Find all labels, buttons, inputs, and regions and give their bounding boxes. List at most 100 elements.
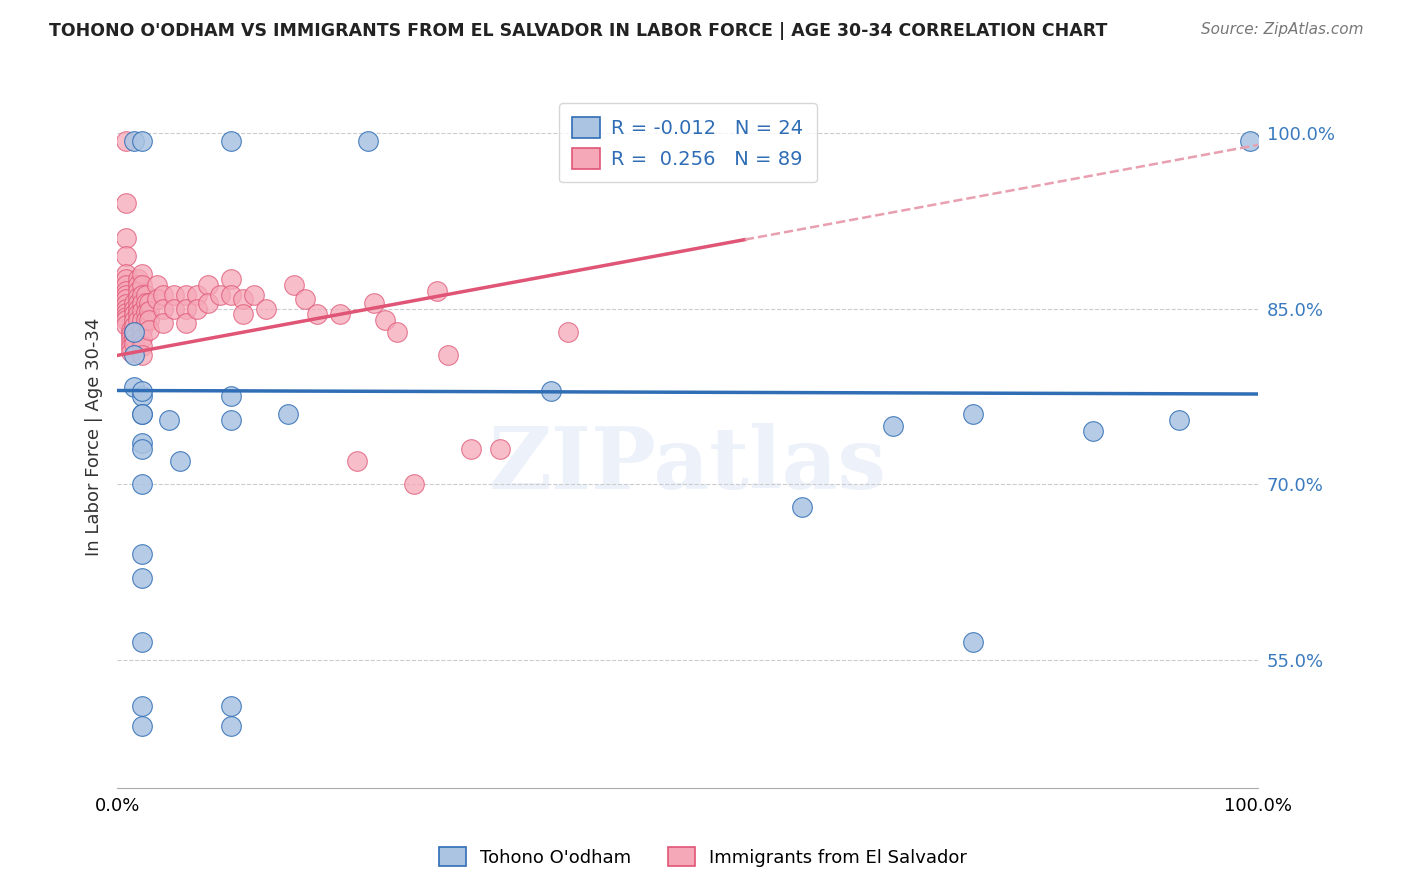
- Point: [131, 477, 153, 491]
- Point: [243, 287, 266, 301]
- Y-axis label: In Labor Force | Age 30-34: In Labor Force | Age 30-34: [86, 318, 103, 557]
- Point: [305, 308, 328, 322]
- Text: ZIPatlas: ZIPatlas: [489, 424, 887, 508]
- Point: [152, 316, 174, 330]
- Point: [232, 308, 254, 322]
- Point: [131, 436, 153, 450]
- Point: [460, 442, 482, 456]
- Point: [131, 287, 153, 301]
- Point: [124, 134, 146, 148]
- Point: [163, 301, 186, 316]
- Point: [131, 304, 153, 318]
- Point: [1167, 413, 1189, 427]
- Point: [138, 304, 160, 318]
- Point: [790, 500, 813, 515]
- Point: [131, 331, 153, 345]
- Point: [124, 301, 146, 316]
- Point: [294, 292, 316, 306]
- Point: [221, 719, 243, 733]
- Point: [138, 323, 160, 337]
- Point: [120, 335, 142, 350]
- Point: [115, 134, 138, 148]
- Point: [131, 278, 153, 293]
- Point: [135, 287, 157, 301]
- Point: [283, 278, 305, 293]
- Point: [120, 331, 142, 345]
- Point: [115, 306, 138, 320]
- Point: [124, 325, 146, 339]
- Point: [131, 442, 153, 456]
- Point: [363, 295, 385, 310]
- Point: [115, 272, 138, 286]
- Point: [138, 313, 160, 327]
- Point: [962, 407, 984, 421]
- Point: [127, 290, 149, 304]
- Point: [208, 287, 231, 301]
- Point: [115, 313, 138, 327]
- Point: [277, 407, 299, 421]
- Point: [197, 295, 219, 310]
- Point: [131, 547, 153, 561]
- Point: [135, 295, 157, 310]
- Point: [124, 331, 146, 345]
- Point: [131, 134, 153, 148]
- Point: [882, 418, 904, 433]
- Point: [127, 295, 149, 310]
- Point: [131, 571, 153, 585]
- Point: [131, 699, 153, 714]
- Point: [127, 272, 149, 286]
- Point: [221, 699, 243, 714]
- Point: [135, 313, 157, 327]
- Point: [115, 301, 138, 316]
- Point: [385, 325, 408, 339]
- Point: [426, 284, 449, 298]
- Point: [163, 287, 186, 301]
- Point: [169, 453, 191, 467]
- Point: [131, 313, 153, 327]
- Point: [124, 380, 146, 394]
- Point: [488, 442, 510, 456]
- Point: [131, 407, 153, 421]
- Point: [1081, 425, 1104, 439]
- Point: [374, 313, 396, 327]
- Point: [186, 301, 208, 316]
- Point: [115, 310, 138, 324]
- Point: [124, 319, 146, 334]
- Point: [124, 348, 146, 362]
- Legend: Tohono O'odham, Immigrants from El Salvador: Tohono O'odham, Immigrants from El Salva…: [432, 840, 974, 874]
- Point: [131, 719, 153, 733]
- Point: [138, 295, 160, 310]
- Point: [115, 278, 138, 293]
- Point: [115, 287, 138, 301]
- Point: [127, 284, 149, 298]
- Point: [152, 301, 174, 316]
- Point: [540, 384, 562, 398]
- Point: [115, 297, 138, 311]
- Point: [115, 196, 138, 211]
- Text: TOHONO O'ODHAM VS IMMIGRANTS FROM EL SALVADOR IN LABOR FORCE | AGE 30-34 CORRELA: TOHONO O'ODHAM VS IMMIGRANTS FROM EL SAL…: [49, 22, 1108, 40]
- Point: [127, 308, 149, 322]
- Point: [146, 292, 169, 306]
- Point: [115, 284, 138, 298]
- Point: [557, 325, 579, 339]
- Point: [120, 340, 142, 354]
- Point: [174, 301, 197, 316]
- Point: [127, 278, 149, 293]
- Point: [221, 134, 243, 148]
- Point: [197, 278, 219, 293]
- Point: [329, 308, 352, 322]
- Point: [174, 316, 197, 330]
- Point: [115, 231, 138, 245]
- Point: [131, 339, 153, 353]
- Point: [120, 345, 142, 359]
- Point: [346, 453, 368, 467]
- Point: [157, 413, 180, 427]
- Point: [152, 287, 174, 301]
- Point: [135, 305, 157, 319]
- Point: [120, 323, 142, 337]
- Point: [131, 407, 153, 421]
- Point: [124, 295, 146, 310]
- Point: [131, 348, 153, 362]
- Point: [254, 301, 277, 316]
- Point: [186, 287, 208, 301]
